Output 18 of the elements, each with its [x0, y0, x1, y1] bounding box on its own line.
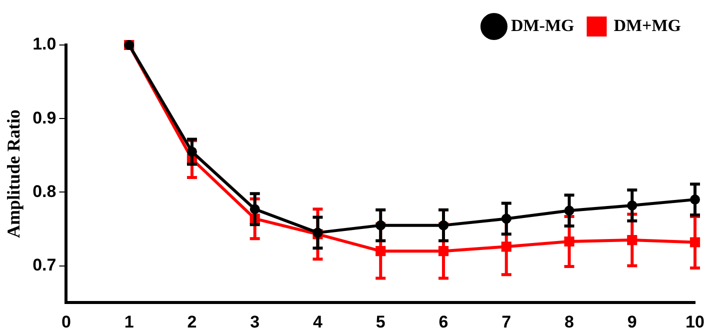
- x-tick-label: 8: [564, 312, 574, 332]
- x-tick-label: 4: [313, 312, 324, 332]
- legend-label: DM+MG: [614, 16, 682, 35]
- x-tick-label: 7: [502, 312, 512, 332]
- x-tick-label: 0: [62, 312, 71, 332]
- y-axis-title: Amplitude Ratio: [3, 110, 24, 238]
- y-tick-label: 0.9: [32, 108, 56, 128]
- x-tick-label: 5: [376, 312, 386, 332]
- x-tick-label: 9: [627, 312, 637, 332]
- x-tick-label: 3: [250, 312, 260, 332]
- x-tick-label: 10: [686, 312, 704, 332]
- x-tick-label: 6: [438, 312, 448, 332]
- legend-label: DM-MG: [510, 16, 574, 35]
- x-tick-label: 2: [187, 312, 197, 332]
- y-tick-label: 0.8: [32, 182, 56, 201]
- y-tick-label: 0.7: [32, 255, 56, 274]
- y-tick-label: 1.0: [32, 34, 56, 54]
- x-tick-label: 1: [124, 312, 134, 332]
